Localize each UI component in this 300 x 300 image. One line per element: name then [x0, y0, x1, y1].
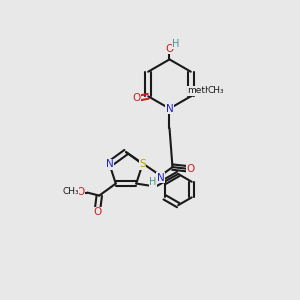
Text: O: O [165, 44, 174, 54]
Text: O: O [76, 187, 84, 197]
Text: S: S [139, 159, 146, 169]
Text: CH₃: CH₃ [208, 86, 224, 95]
Text: H: H [149, 177, 157, 187]
Text: N: N [157, 172, 164, 183]
Text: O: O [133, 93, 141, 103]
Text: CH₃: CH₃ [62, 188, 79, 196]
Text: H: H [172, 39, 180, 49]
Text: N: N [166, 103, 173, 114]
Text: N: N [106, 159, 113, 169]
Text: methyl: methyl [188, 86, 219, 95]
Text: O: O [94, 207, 102, 217]
Text: O: O [186, 164, 195, 174]
